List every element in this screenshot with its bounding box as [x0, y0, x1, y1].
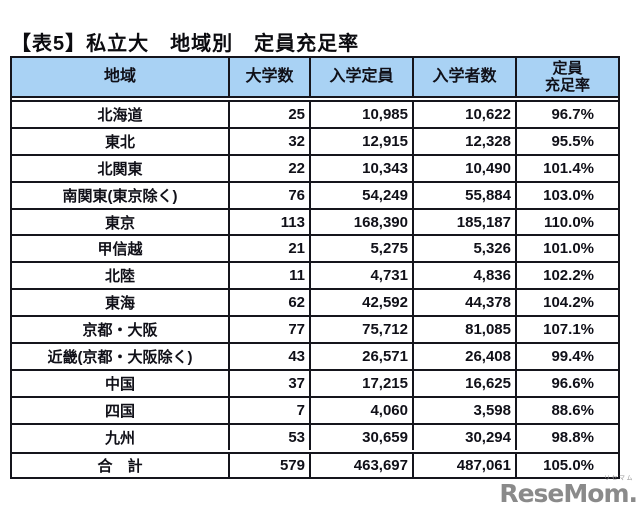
cell-entrants: 16,625	[412, 370, 515, 396]
total-universities: 579	[228, 453, 309, 477]
cell-capacity: 54,249	[309, 182, 412, 208]
cell-universities: 32	[228, 128, 309, 154]
logo-text: ReseMom.	[499, 479, 638, 508]
cell-region: 近畿(京都・大阪除く)	[47, 348, 193, 366]
cell-capacity: 10,343	[309, 155, 412, 181]
cell-rate: 102.2%	[515, 263, 618, 289]
cell-rate: 95.5%	[515, 128, 618, 154]
cell-region: 京都・大阪	[82, 322, 158, 340]
page-title: 【表5】私立大 地域別 定員充足率	[11, 33, 360, 55]
resemom-logo: リセマム ReseMom.	[499, 476, 638, 508]
cell-rate: 98.8%	[515, 424, 618, 450]
cell-capacity: 12,915	[309, 128, 412, 154]
cell-universities: 11	[228, 263, 309, 289]
cell-entrants: 4,836	[412, 263, 515, 289]
cell-capacity: 10,985	[309, 102, 412, 127]
header-region: 地域	[103, 67, 136, 85]
cell-rate: 96.7%	[515, 102, 618, 127]
cell-rate: 104.2%	[515, 290, 618, 316]
header-entrants: 入学者数	[412, 58, 515, 96]
cell-capacity: 4,731	[309, 263, 412, 289]
cell-entrants: 44,378	[412, 290, 515, 316]
table-row: 北海道 25 10,985 10,622 96.7%	[12, 102, 618, 129]
cell-entrants: 185,187	[412, 209, 515, 235]
cell-region: 北海道	[97, 106, 143, 124]
cell-universities: 37	[228, 370, 309, 396]
cell-capacity: 17,215	[309, 370, 412, 396]
cell-rate: 107.1%	[515, 317, 618, 343]
cell-region: 東京	[104, 214, 135, 232]
cell-universities: 25	[228, 102, 309, 127]
header-universities: 大学数	[228, 58, 309, 96]
cell-entrants: 55,884	[412, 182, 515, 208]
cell-rate: 101.4%	[515, 155, 618, 181]
cell-rate: 110.0%	[515, 209, 618, 235]
logo-ruby-text: リセマム	[603, 476, 634, 482]
cell-rate: 101.0%	[515, 236, 618, 262]
table-row: 東北 32 12,915 12,328 95.5%	[12, 128, 618, 156]
cell-universities: 62	[228, 290, 309, 316]
table-row: 南関東(東京除く) 76 54,249 55,884 103.0%	[12, 182, 618, 210]
cell-entrants: 12,328	[412, 128, 515, 154]
table-row: 東海 62 42,592 44,378 104.2%	[12, 290, 618, 318]
cell-region: 東海	[104, 295, 135, 313]
table-total-row: 合 計 579 463,697 487,061 105.0%	[12, 451, 618, 477]
cell-region: 甲信越	[97, 241, 143, 259]
table-row: 九州 53 30,659 30,294 98.8%	[12, 424, 618, 450]
table-body: 北海道 25 10,985 10,622 96.7% 東北 32 12,915 …	[12, 100, 618, 450]
total-capacity: 463,697	[309, 453, 412, 477]
table-header-row: 地域 大学数 入学定員 入学者数 定員 充足率	[12, 58, 618, 98]
cell-capacity: 30,659	[309, 424, 412, 450]
cell-capacity: 4,060	[309, 397, 412, 423]
cell-universities: 77	[228, 317, 309, 343]
table-row: 東京 113 168,390 185,187 110.0%	[12, 209, 618, 237]
cell-universities: 22	[228, 155, 309, 181]
header-capacity: 入学定員	[309, 58, 412, 96]
cell-rate: 99.4%	[515, 344, 618, 369]
cell-region: 中国	[104, 375, 135, 393]
cell-region: 北関東	[97, 160, 143, 178]
table-row: 甲信越 21 5,275 5,326 101.0%	[12, 236, 618, 264]
cell-entrants: 81,085	[412, 317, 515, 343]
enrollment-table: 地域 大学数 入学定員 入学者数 定員 充足率 北海道 25 10,985 10…	[10, 56, 620, 479]
cell-entrants: 30,294	[412, 424, 515, 450]
table-row: 北関東 22 10,343 10,490 101.4%	[12, 155, 618, 183]
cell-entrants: 26,408	[412, 344, 515, 369]
cell-region: 北陸	[104, 268, 135, 286]
cell-capacity: 75,712	[309, 317, 412, 343]
cell-rate: 88.6%	[515, 397, 618, 423]
cell-capacity: 42,592	[309, 290, 412, 316]
cell-region: 四国	[104, 402, 135, 420]
cell-rate: 103.0%	[515, 182, 618, 208]
header-rate: 定員 充足率	[515, 58, 618, 96]
cell-capacity: 26,571	[309, 344, 412, 369]
table-row: 四国 7 4,060 3,598 88.6%	[12, 397, 618, 425]
cell-capacity: 5,275	[309, 236, 412, 262]
table-row: 中国 37 17,215 16,625 96.6%	[12, 370, 618, 398]
cell-region: 東北	[104, 133, 135, 151]
cell-capacity: 168,390	[309, 209, 412, 235]
cell-entrants: 5,326	[412, 236, 515, 262]
cell-universities: 7	[228, 397, 309, 423]
cell-universities: 53	[228, 424, 309, 450]
table-row: 北陸 11 4,731 4,836 102.2%	[12, 263, 618, 291]
cell-universities: 113	[228, 209, 309, 235]
cell-universities: 21	[228, 236, 309, 262]
table-row: 京都・大阪 77 75,712 81,085 107.1%	[12, 317, 618, 345]
cell-entrants: 3,598	[412, 397, 515, 423]
cell-entrants: 10,622	[412, 102, 515, 127]
table-row: 近畿(京都・大阪除く) 43 26,571 26,408 99.4%	[12, 344, 618, 371]
cell-entrants: 10,490	[412, 155, 515, 181]
total-region: 合 計	[97, 457, 143, 475]
cell-region: 南関東(東京除く)	[62, 187, 178, 205]
cell-universities: 43	[228, 344, 309, 369]
total-entrants: 487,061	[412, 453, 515, 477]
cell-universities: 76	[228, 182, 309, 208]
cell-region: 九州	[104, 429, 135, 447]
cell-rate: 96.6%	[515, 370, 618, 396]
total-rate: 105.0%	[515, 453, 618, 477]
